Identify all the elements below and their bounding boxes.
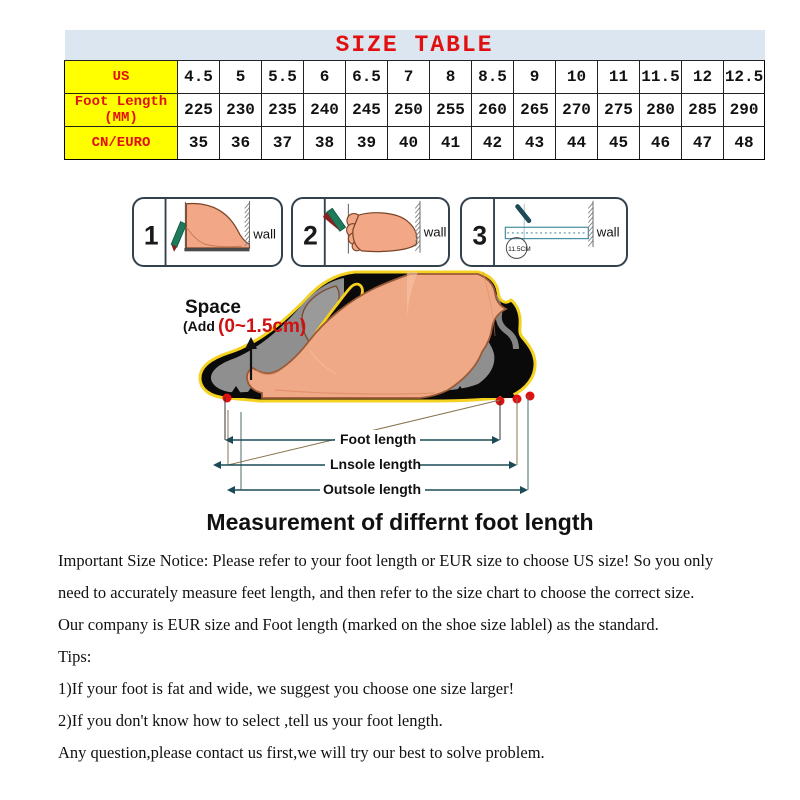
svg-text:Measurement of differnt foot l: Measurement of differnt foot length <box>206 509 593 535</box>
svg-text:Outsole length: Outsole length <box>323 481 421 497</box>
svg-text:Space: Space <box>185 297 241 318</box>
svg-text:(0~1.5cm): (0~1.5cm) <box>218 316 306 337</box>
svg-text:(Add: (Add <box>183 318 215 334</box>
svg-text:Foot length: Foot length <box>340 431 416 447</box>
svg-text:Lnsole length: Lnsole length <box>330 456 421 472</box>
